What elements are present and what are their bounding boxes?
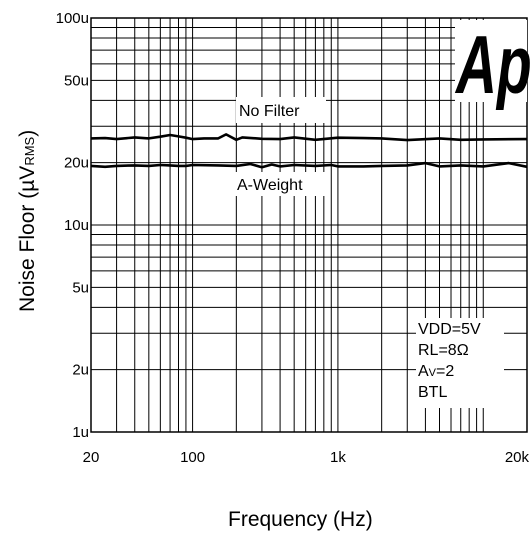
y-tick-label: 10u: [64, 217, 89, 234]
x-tick-labels: 20 100 1k 20k: [83, 449, 530, 466]
y-tick-labels: 100u 50u 20u 10u 5u 2u 1u: [56, 10, 89, 441]
series-line-no-filter: [90, 133, 528, 142]
x-tick-label: 20k: [505, 449, 530, 466]
y-tick-label: 50u: [64, 72, 89, 89]
y-tick-label: 5u: [72, 279, 89, 296]
plot-frame: [90, 17, 528, 433]
conditions-box: [416, 318, 504, 408]
condition-av: AV=2: [418, 363, 454, 380]
y-axis-title: Noise Floor (µVRMS): [16, 130, 39, 312]
x-axis-title: Frequency (Hz): [228, 508, 373, 531]
ap-logo: Ap: [454, 20, 531, 112]
condition-btl: BTL: [418, 384, 447, 401]
condition-vdd: VDD=5V: [418, 321, 481, 338]
series-line-a-weight: [90, 161, 528, 169]
y-tick-label: 2u: [72, 362, 89, 379]
a-weight-label: A-Weight: [237, 177, 303, 194]
y-tick-label: 20u: [64, 155, 89, 172]
x-tick-label: 1k: [330, 449, 346, 466]
no-filter-label-bg: [236, 97, 326, 123]
y-tick-label: 1u: [72, 424, 89, 441]
condition-rl: RL=8Ω: [418, 342, 469, 359]
a-weight-label-bg: [234, 172, 326, 196]
series-group: [90, 133, 528, 169]
x-tick-label: 20: [83, 449, 100, 466]
logo-bg: [455, 20, 527, 102]
y-tick-label: 100u: [56, 10, 89, 27]
x-tick-label: 100: [180, 449, 205, 466]
no-filter-label: No Filter: [239, 103, 300, 120]
